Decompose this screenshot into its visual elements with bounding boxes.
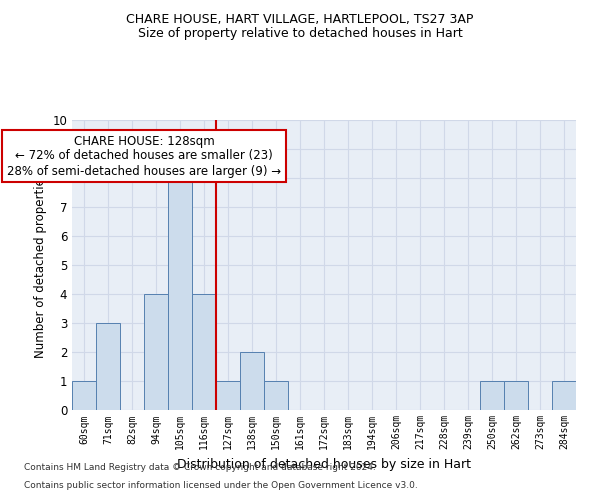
Bar (216, 381, 240, 410)
Bar (504, 381, 528, 410)
Bar (192, 294, 216, 410)
Bar (72, 381, 96, 410)
Text: CHARE HOUSE, HART VILLAGE, HARTLEPOOL, TS27 3AP: CHARE HOUSE, HART VILLAGE, HARTLEPOOL, T… (127, 12, 473, 26)
Bar (480, 381, 504, 410)
X-axis label: Distribution of detached houses by size in Hart: Distribution of detached houses by size … (177, 458, 471, 471)
Bar (96, 323, 120, 410)
Text: CHARE HOUSE: 128sqm
← 72% of detached houses are smaller (23)
28% of semi-detach: CHARE HOUSE: 128sqm ← 72% of detached ho… (7, 134, 281, 178)
Text: Contains HM Land Registry data © Crown copyright and database right 2024.: Contains HM Land Registry data © Crown c… (24, 464, 376, 472)
Bar (240, 352, 264, 410)
Bar (144, 294, 168, 410)
Bar (168, 178, 192, 410)
Text: Contains public sector information licensed under the Open Government Licence v3: Contains public sector information licen… (24, 481, 418, 490)
Y-axis label: Number of detached properties: Number of detached properties (34, 172, 47, 358)
Bar (264, 381, 288, 410)
Bar (552, 381, 576, 410)
Text: Size of property relative to detached houses in Hart: Size of property relative to detached ho… (137, 28, 463, 40)
